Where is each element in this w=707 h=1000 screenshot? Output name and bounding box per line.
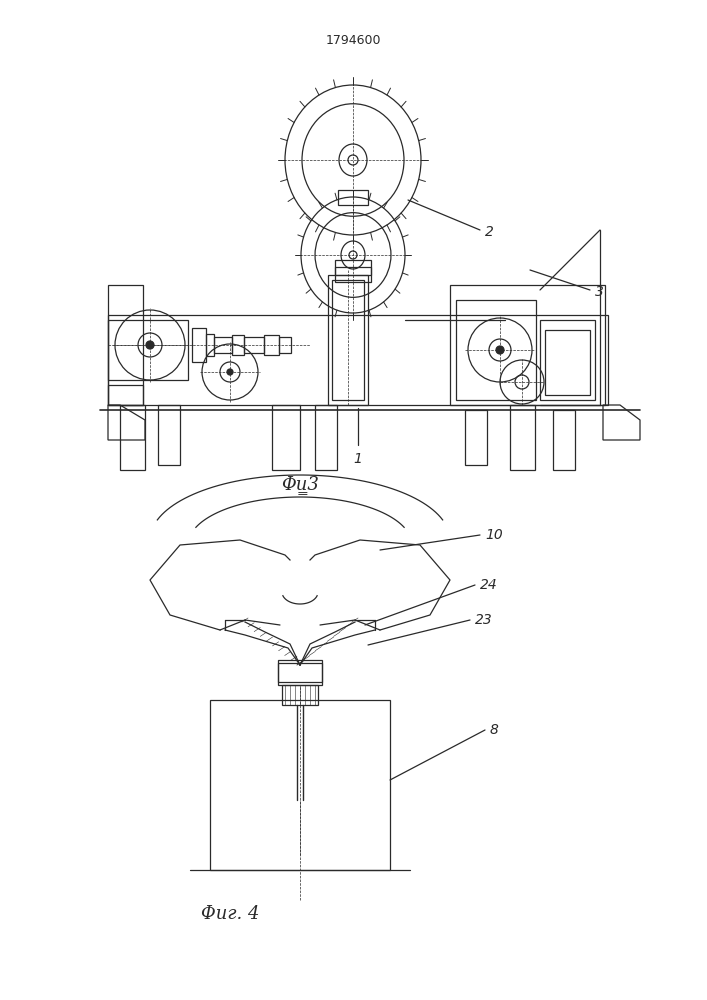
Bar: [553, 410, 575, 470]
Bar: [108, 385, 143, 405]
Bar: [279, 337, 291, 353]
Circle shape: [227, 369, 233, 375]
Bar: [450, 285, 605, 405]
Text: 2: 2: [485, 225, 494, 239]
Bar: [335, 267, 371, 275]
Bar: [278, 663, 322, 682]
Circle shape: [146, 341, 154, 349]
Circle shape: [348, 155, 358, 165]
Bar: [335, 260, 371, 282]
Bar: [206, 334, 214, 356]
Bar: [232, 335, 244, 355]
Text: 23: 23: [475, 613, 493, 627]
Bar: [328, 275, 368, 405]
Bar: [278, 660, 322, 685]
Bar: [244, 337, 264, 353]
Text: 8: 8: [490, 723, 499, 737]
Bar: [332, 280, 364, 400]
Bar: [108, 315, 608, 405]
Bar: [264, 335, 279, 355]
Text: 1: 1: [354, 452, 363, 466]
Text: 10: 10: [485, 528, 503, 542]
Bar: [192, 328, 206, 362]
Bar: [158, 405, 180, 465]
Bar: [214, 337, 232, 353]
Bar: [315, 405, 337, 470]
Text: Φиг. 4: Φиг. 4: [201, 905, 259, 923]
Bar: [282, 685, 318, 705]
Circle shape: [349, 251, 357, 259]
Bar: [540, 320, 595, 400]
Bar: [210, 700, 390, 870]
Text: Φи̳3: Φи̳3: [281, 475, 319, 494]
Text: 1794600: 1794600: [325, 33, 381, 46]
Circle shape: [496, 346, 504, 354]
Text: 24: 24: [480, 578, 498, 592]
Bar: [120, 405, 145, 470]
Bar: [338, 190, 368, 205]
Bar: [465, 410, 487, 465]
Bar: [456, 300, 536, 400]
Bar: [108, 320, 188, 380]
Bar: [108, 285, 143, 405]
Text: 3: 3: [595, 285, 604, 299]
Bar: [272, 405, 300, 470]
Bar: [510, 405, 535, 470]
Bar: [545, 330, 590, 395]
